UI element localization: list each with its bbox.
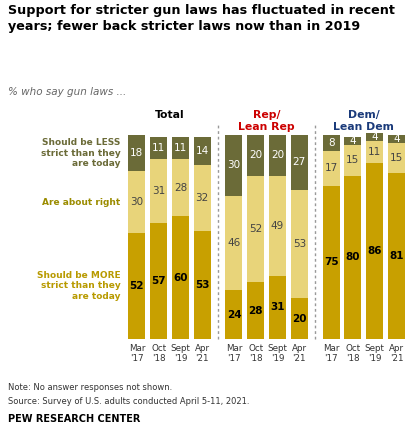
- Text: 30: 30: [228, 160, 241, 170]
- Text: 49: 49: [271, 221, 284, 231]
- Text: Are about right: Are about right: [42, 197, 120, 207]
- Text: 4: 4: [349, 136, 356, 146]
- Bar: [247, 175, 264, 282]
- Text: Mar
'17: Mar '17: [129, 344, 145, 363]
- Text: 11: 11: [152, 143, 165, 153]
- Text: Sept
'19: Sept '19: [171, 344, 190, 363]
- Bar: [129, 171, 145, 233]
- Text: Sept
'19: Sept '19: [268, 344, 287, 363]
- Bar: [291, 298, 308, 339]
- Bar: [194, 231, 211, 339]
- Text: 60: 60: [173, 273, 188, 283]
- Text: Mar
'17: Mar '17: [323, 344, 339, 363]
- Bar: [366, 141, 383, 163]
- Text: 14: 14: [196, 146, 209, 156]
- Text: 53: 53: [195, 280, 210, 290]
- Bar: [323, 135, 340, 151]
- Bar: [226, 135, 242, 196]
- Text: 31: 31: [152, 186, 165, 196]
- Text: Oct
'18: Oct '18: [151, 344, 166, 363]
- Text: Apr
'21: Apr '21: [292, 344, 307, 363]
- Bar: [388, 135, 405, 143]
- Text: 11: 11: [174, 143, 187, 153]
- Bar: [269, 175, 286, 276]
- Bar: [172, 137, 189, 159]
- Bar: [366, 163, 383, 339]
- Bar: [344, 175, 361, 339]
- Bar: [150, 159, 167, 223]
- Text: 30: 30: [130, 197, 144, 207]
- Text: 8: 8: [328, 138, 334, 148]
- Bar: [344, 145, 361, 175]
- Text: Dem/
Lean Dem: Dem/ Lean Dem: [333, 110, 394, 132]
- Text: 52: 52: [249, 224, 262, 234]
- Text: 57: 57: [151, 276, 166, 286]
- Text: Mar
'17: Mar '17: [226, 344, 242, 363]
- Bar: [269, 135, 286, 175]
- Text: Apr
'21: Apr '21: [194, 344, 210, 363]
- Text: 4: 4: [371, 132, 378, 142]
- Text: 24: 24: [227, 310, 241, 320]
- Bar: [194, 137, 211, 165]
- Bar: [226, 196, 242, 290]
- Text: 15: 15: [346, 155, 360, 165]
- Text: 20: 20: [249, 150, 262, 160]
- Bar: [388, 174, 405, 339]
- Text: 18: 18: [130, 148, 144, 158]
- Text: 52: 52: [130, 281, 144, 291]
- Text: 53: 53: [293, 239, 306, 249]
- Text: Should be LESS
strict than they
are today: Should be LESS strict than they are toda…: [41, 138, 120, 168]
- Bar: [150, 137, 167, 159]
- Text: Oct
'18: Oct '18: [248, 344, 263, 363]
- Text: PEW RESEARCH CENTER: PEW RESEARCH CENTER: [8, 414, 141, 423]
- Bar: [323, 151, 340, 186]
- Text: Total: Total: [155, 110, 184, 120]
- Bar: [247, 135, 264, 175]
- Text: 20: 20: [292, 314, 307, 324]
- Text: 86: 86: [368, 246, 382, 256]
- Text: 17: 17: [325, 163, 338, 173]
- Text: Should be MORE
strict than they
are today: Should be MORE strict than they are toda…: [37, 271, 120, 301]
- Bar: [129, 233, 145, 339]
- Bar: [150, 223, 167, 339]
- Text: 31: 31: [270, 303, 285, 313]
- Bar: [269, 276, 286, 339]
- Bar: [291, 135, 308, 190]
- Text: 46: 46: [227, 238, 241, 248]
- Text: 28: 28: [174, 183, 187, 193]
- Bar: [344, 137, 361, 145]
- Text: Oct
'18: Oct '18: [345, 344, 360, 363]
- Text: Source: Survey of U.S. adults conducted April 5-11, 2021.: Source: Survey of U.S. adults conducted …: [8, 397, 250, 406]
- Text: Support for stricter gun laws has fluctuated in recent
years; fewer back stricte: Support for stricter gun laws has fluctu…: [8, 4, 395, 33]
- Text: Apr
'21: Apr '21: [389, 344, 404, 363]
- Text: 75: 75: [324, 258, 339, 268]
- Bar: [172, 216, 189, 339]
- Bar: [247, 282, 264, 339]
- Text: 81: 81: [389, 251, 404, 262]
- Bar: [226, 290, 242, 339]
- Bar: [323, 186, 340, 339]
- Text: 11: 11: [368, 147, 381, 157]
- Text: 4: 4: [393, 134, 400, 144]
- Text: 28: 28: [249, 306, 263, 316]
- Text: Note: No answer responses not shown.: Note: No answer responses not shown.: [8, 383, 173, 392]
- Text: 20: 20: [271, 150, 284, 160]
- Bar: [194, 165, 211, 231]
- Bar: [366, 132, 383, 141]
- Text: 32: 32: [196, 193, 209, 203]
- Bar: [172, 159, 189, 216]
- Text: 27: 27: [293, 157, 306, 167]
- Text: 15: 15: [390, 153, 403, 163]
- Bar: [129, 135, 145, 171]
- Text: % who say gun laws ...: % who say gun laws ...: [8, 87, 127, 97]
- Text: Sept
'19: Sept '19: [365, 344, 385, 363]
- Text: 80: 80: [346, 252, 360, 262]
- Bar: [291, 190, 308, 298]
- Text: Rep/
Lean Rep: Rep/ Lean Rep: [238, 110, 295, 132]
- Bar: [388, 143, 405, 174]
